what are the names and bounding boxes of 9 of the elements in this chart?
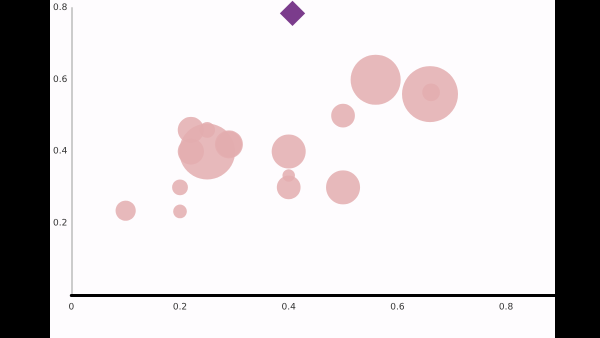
y-tick-label: 0.2 bbox=[52, 218, 68, 228]
y-tick-label: 0.4 bbox=[52, 146, 68, 156]
x-tick-label: 0.6 bbox=[390, 302, 405, 312]
y-tick-label: 0.8 bbox=[52, 3, 68, 13]
x-tick-label: 0.8 bbox=[498, 302, 514, 312]
x-tick-label: 0.2 bbox=[172, 302, 188, 312]
x-tick-label: 0.4 bbox=[282, 302, 296, 312]
x-tick-label: 0 bbox=[68, 302, 74, 312]
y-tick-label: 0.6 bbox=[52, 74, 68, 85]
